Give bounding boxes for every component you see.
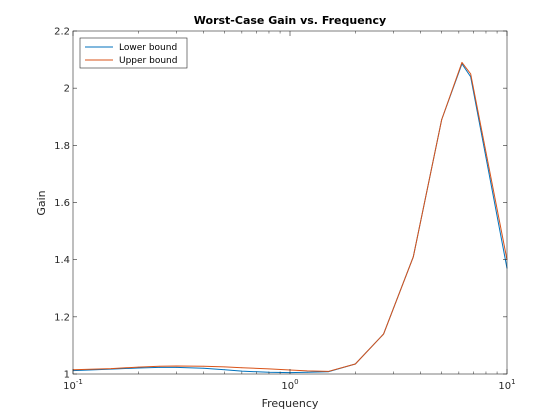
data-point-upper-bound <box>441 119 443 121</box>
data-point-upper-bound <box>327 371 329 372</box>
y-tick-label: 1.8 <box>54 141 70 152</box>
data-point-lower-bound <box>203 367 205 369</box>
y-axis-label: Gain <box>35 190 48 215</box>
data-point-upper-bound <box>470 73 472 75</box>
data-point-upper-bound <box>354 363 356 365</box>
data-point-upper-bound <box>110 368 112 369</box>
legend-label-lower-bound: Lower bound <box>119 43 177 53</box>
data-point-upper-bound <box>203 365 205 367</box>
y-tick-label: 1 <box>64 370 70 381</box>
data-point-lower-bound <box>176 367 177 368</box>
data-point-upper-bound <box>412 256 414 258</box>
y-tick-label: 1.2 <box>54 312 70 323</box>
data-point-upper-bound <box>268 368 270 370</box>
data-point-lower-bound <box>224 369 226 371</box>
data-point-upper-bound <box>461 62 463 63</box>
legend: Lower bound Upper bound <box>79 37 188 69</box>
data-point-lower-bound <box>158 367 160 368</box>
data-point-lower-bound <box>137 367 139 369</box>
data-point-upper-bound <box>306 370 308 372</box>
x-axis-label: Frequency <box>262 397 319 410</box>
data-point-lower-bound <box>241 370 243 372</box>
data-point-upper-bound <box>158 365 160 367</box>
y-tick-label: 1.4 <box>54 255 70 266</box>
y-tick-label: 1.6 <box>54 198 70 209</box>
data-point-upper-bound <box>383 333 385 335</box>
legend-box <box>79 37 188 69</box>
data-point-upper-bound <box>224 366 226 368</box>
data-point-upper-bound <box>176 365 177 367</box>
data-point-upper-bound <box>137 366 139 368</box>
chart-title: Worst-Case Gain vs. Frequency <box>194 14 386 27</box>
plot-area <box>73 31 507 374</box>
y-tick-label: 2.2 <box>54 27 70 38</box>
legend-label-upper-bound: Upper bound <box>119 56 177 66</box>
y-tick-label: 2 <box>64 84 70 95</box>
data-point-lower-bound <box>306 371 308 373</box>
data-point-upper-bound <box>241 367 243 369</box>
